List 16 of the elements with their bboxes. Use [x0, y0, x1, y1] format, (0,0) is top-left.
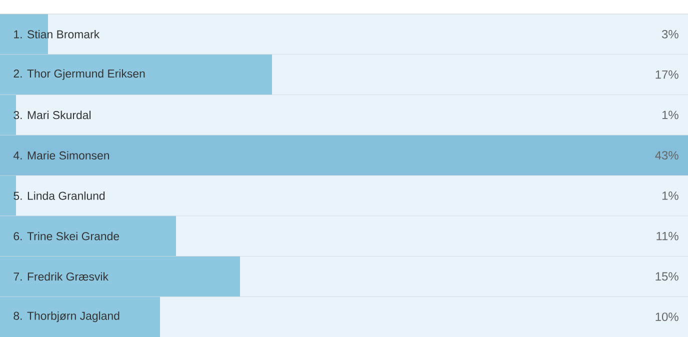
y-tick-label: 3. Mari Skurdal — [14, 110, 91, 120]
data-label: 43% — [655, 151, 678, 160]
y-tick-label: 4. Marie Simonsen — [13, 151, 110, 160]
data-label: 10% — [656, 312, 678, 322]
data-label: 17% — [656, 70, 678, 79]
data-label: 11% — [656, 232, 678, 240]
y-tick-label: 6. Trine Skei Grande — [14, 232, 120, 240]
y-tick-label: 7. Fredrik Græsvik — [14, 272, 108, 281]
data-label: 15% — [656, 272, 678, 281]
y-tick-label: 5. Linda Granlund — [14, 191, 105, 200]
y-tick-label: 2. Thor Gjermund Eriksen — [14, 69, 145, 80]
data-label: 3% — [662, 30, 678, 38]
data-label: 1% — [662, 192, 678, 200]
y-tick-label: 1. Stian Bromark — [14, 30, 100, 38]
y-tick-label: 8. Thorbjørn Jagland — [14, 311, 120, 322]
data-label: 1% — [662, 110, 678, 120]
